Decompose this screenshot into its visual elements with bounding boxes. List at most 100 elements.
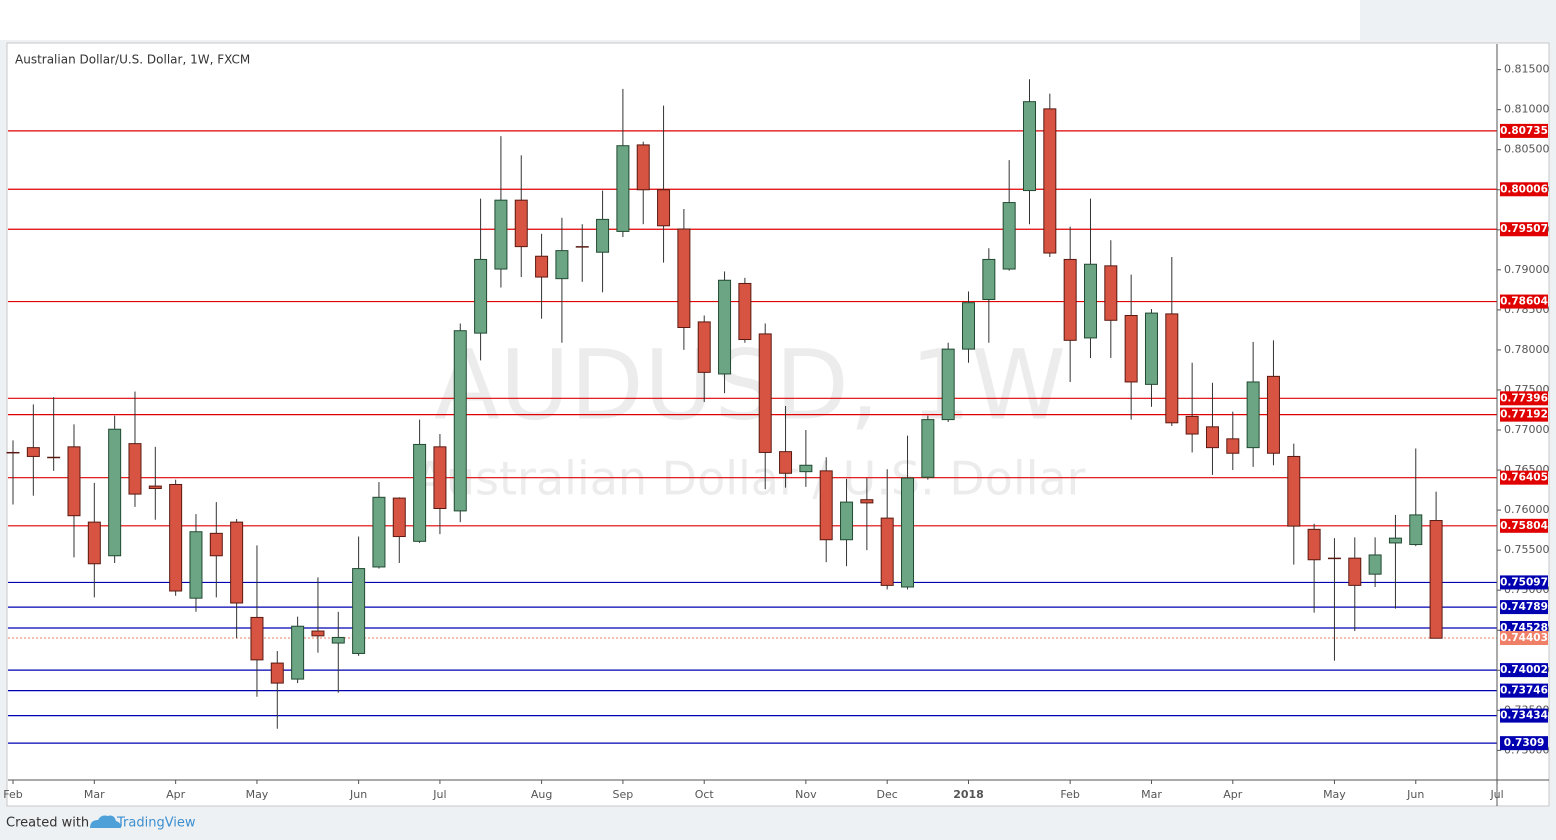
level-label-bg xyxy=(1500,407,1548,422)
candle-body xyxy=(67,446,81,517)
candle-body xyxy=(1287,455,1301,527)
candle-body xyxy=(494,199,508,270)
y-tick-label: 0.79000 xyxy=(1504,263,1550,276)
candle-body xyxy=(1388,537,1402,544)
candle-body xyxy=(840,501,854,541)
candle-body xyxy=(982,258,996,300)
watermark-symbol: AUDUSD, 1W xyxy=(434,329,1066,441)
x-tick-label: Jun xyxy=(349,788,367,801)
candle-body xyxy=(1083,263,1097,339)
level-label-bg xyxy=(1500,123,1548,138)
level-label: 0.79507 xyxy=(1500,223,1548,235)
candle-body xyxy=(1307,528,1321,561)
level-label-bg xyxy=(1500,222,1548,237)
candle-body xyxy=(1023,101,1036,192)
candle-body xyxy=(1063,258,1077,341)
footer-brand[interactable]: TradingView xyxy=(116,816,196,831)
candle-body xyxy=(1165,313,1179,424)
x-tick-label: Nov xyxy=(795,788,817,801)
x-tick-label: Oct xyxy=(695,788,715,801)
chart-title: Australian Dollar/U.S. Dollar, 1W, FXCM xyxy=(15,53,250,67)
level-label: 0.74403 xyxy=(1500,632,1548,644)
candle-body xyxy=(148,485,162,489)
level-label: 0.73746 xyxy=(1500,685,1548,697)
candle-body xyxy=(453,330,467,512)
candle-body xyxy=(26,447,40,457)
candle-body xyxy=(514,199,528,248)
candle-body xyxy=(1266,375,1280,454)
candle-body xyxy=(230,521,244,604)
y-tick-label: 0.81000 xyxy=(1504,103,1550,116)
candle-body xyxy=(677,228,691,329)
level-label: 0.73434 xyxy=(1500,710,1548,722)
candle-body xyxy=(1205,426,1219,449)
watermark: AUDUSD, 1W Australian Dollar / U.S. Doll… xyxy=(414,329,1085,505)
candle-body xyxy=(1144,312,1158,385)
level-label-bg xyxy=(1500,600,1548,615)
candle-body xyxy=(1104,265,1118,321)
candle-body xyxy=(392,497,406,538)
watermark-name: Australian Dollar / U.S. Dollar xyxy=(414,452,1085,506)
candle-body xyxy=(1043,108,1057,254)
candle-body xyxy=(189,531,203,599)
footer-created: Created with xyxy=(6,816,89,831)
candle-body xyxy=(657,189,671,227)
level-label-bg xyxy=(1500,518,1548,533)
x-tick-label: Feb xyxy=(1060,788,1079,801)
candle-body xyxy=(1429,520,1443,639)
y-tick-label: 0.77000 xyxy=(1504,423,1550,436)
level-label: 0.74002 xyxy=(1500,664,1548,676)
chart-frame xyxy=(6,42,1550,807)
level-label: 0.80006 xyxy=(1500,183,1548,195)
candle-body xyxy=(636,144,650,191)
level-label: 0.74789 xyxy=(1500,601,1548,613)
candle-body xyxy=(819,470,833,541)
level-label-bg xyxy=(1500,182,1548,197)
level-label-bg xyxy=(1500,663,1548,678)
level-label-bg xyxy=(1500,708,1548,723)
level-label-bg xyxy=(1500,391,1548,406)
candle-body xyxy=(474,258,488,334)
level-label-bg xyxy=(1500,683,1548,698)
logo-icon xyxy=(90,815,121,828)
candle-body xyxy=(535,255,549,278)
level-labels: 0.80735 0.80006 0.79507 0.78604 0.77396 0.771… xyxy=(1500,123,1548,751)
x-tick-label: Aug xyxy=(531,788,552,801)
x-tick-label: Dec xyxy=(877,788,898,801)
candle-body xyxy=(718,279,732,375)
candle-body xyxy=(738,282,752,341)
candle-body xyxy=(1368,554,1382,575)
candle-body xyxy=(1246,381,1260,449)
candle-body xyxy=(962,302,976,350)
candle-body xyxy=(352,568,366,654)
x-tick-label: May xyxy=(1323,788,1346,801)
candle-body xyxy=(250,616,264,661)
candle-body xyxy=(169,483,183,592)
y-tick-label: 0.75500 xyxy=(1504,543,1550,556)
candle-body xyxy=(799,464,813,473)
top-strip xyxy=(0,0,1360,40)
tradingview-logo xyxy=(90,815,121,828)
y-tick-label: 0.76000 xyxy=(1504,503,1550,516)
y-tick-label: 0.80500 xyxy=(1504,143,1550,156)
candle-body xyxy=(697,321,711,373)
candle-body xyxy=(108,428,122,557)
candle-body xyxy=(1124,314,1138,383)
level-label: 0.7309 xyxy=(1504,737,1545,749)
level-label-bg xyxy=(1500,470,1548,485)
level-label: 0.74528 xyxy=(1500,622,1548,634)
candle-body xyxy=(860,499,874,504)
level-label: 0.75804 xyxy=(1500,520,1548,532)
level-label-bg xyxy=(1500,736,1548,751)
x-tick-label: Jun xyxy=(1406,788,1424,801)
candle-body xyxy=(128,443,142,495)
x-tick-label: Apr xyxy=(1223,788,1243,801)
candle-body xyxy=(47,456,61,459)
y-tick-label: 0.78000 xyxy=(1504,343,1550,356)
x-tick-label: Sep xyxy=(613,788,634,801)
x-tick-label: Apr xyxy=(166,788,186,801)
candle-body xyxy=(291,625,305,680)
candle-body xyxy=(901,477,915,588)
